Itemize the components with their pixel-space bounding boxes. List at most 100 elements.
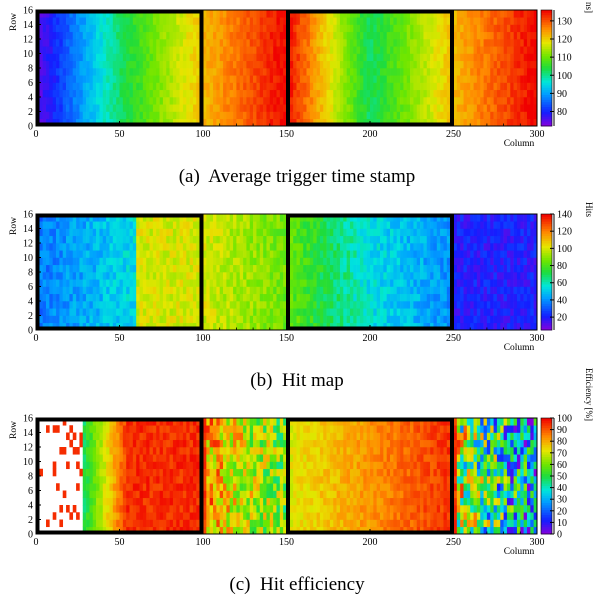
- heatmap-cell: [327, 75, 331, 83]
- heatmap-cell: [256, 68, 260, 76]
- heatmap-cell: [494, 75, 498, 83]
- heatmap-cell: [323, 17, 327, 25]
- heatmap-cell: [180, 17, 184, 25]
- heatmap-cell: [73, 301, 77, 309]
- heatmap-cell: [123, 287, 127, 295]
- heatmap-cell: [327, 294, 331, 302]
- heatmap-cell: [226, 301, 230, 309]
- heatmap-cell: [383, 83, 387, 91]
- heatmap-cell: [253, 112, 257, 120]
- heatmap-cell: [109, 97, 113, 105]
- heatmap-cell: [320, 25, 324, 33]
- heatmap-cell: [216, 214, 220, 222]
- heatmap-cell: [317, 97, 321, 105]
- heatmap-cell: [220, 83, 224, 91]
- heatmap-cell: [430, 17, 434, 25]
- heatmap-cell: [317, 250, 321, 258]
- heatmap-cell: [383, 54, 387, 62]
- heatmap-cell: [123, 265, 127, 273]
- heatmap-cell: [300, 32, 304, 40]
- heatmap-cell: [263, 46, 267, 54]
- heatmap-cell: [353, 83, 357, 91]
- heatmap-cell: [123, 97, 127, 105]
- heatmap-cell: [196, 112, 200, 120]
- heatmap-cell: [190, 272, 194, 280]
- heatmap-cell: [173, 83, 177, 91]
- heatmap-cell: [103, 229, 107, 237]
- heatmap-cell: [397, 75, 401, 83]
- heatmap-cell: [410, 236, 414, 244]
- heatmap-cell: [216, 229, 220, 237]
- heatmap-cell: [43, 250, 47, 258]
- heatmap-cell: [89, 301, 93, 309]
- heatmap-cell: [420, 272, 424, 280]
- heatmap-cell: [510, 294, 514, 302]
- heatmap-cell: [196, 104, 200, 112]
- colorbar-swatch: [541, 87, 552, 90]
- heatmap-cell: [186, 25, 190, 33]
- heatmap-cell: [323, 61, 327, 69]
- heatmap-cell: [63, 279, 67, 287]
- heatmap-cell: [477, 272, 481, 280]
- heatmap-cell: [507, 10, 511, 18]
- heatmap-cell: [353, 32, 357, 40]
- heatmap-cell: [440, 39, 444, 47]
- heatmap-cell: [213, 10, 217, 18]
- heatmap-cell: [403, 46, 407, 54]
- heatmap-cell: [43, 272, 47, 280]
- heatmap-cell: [310, 25, 314, 33]
- heatmap-cell: [520, 243, 524, 251]
- heatmap-cell: [103, 272, 107, 280]
- heatmap-cell: [474, 265, 478, 273]
- heatmap-cell: [437, 90, 441, 98]
- heatmap-cell: [126, 272, 130, 280]
- heatmap-cell: [150, 68, 154, 76]
- heatmap-cell: [320, 39, 324, 47]
- heatmap-cell: [79, 272, 83, 280]
- heatmap-cell: [313, 308, 317, 316]
- heatmap-cell: [400, 316, 404, 324]
- heatmap-cell: [263, 279, 267, 287]
- heatmap-cell: [504, 97, 508, 105]
- heatmap-cell: [440, 75, 444, 83]
- heatmap-cell: [233, 54, 237, 62]
- heatmap-cell: [253, 83, 257, 91]
- heatmap-cell: [236, 221, 240, 229]
- y-tick-label: 14: [23, 20, 33, 31]
- heatmap-cell: [270, 90, 274, 98]
- heatmap-cell: [380, 104, 384, 112]
- heatmap-cell: [156, 112, 160, 120]
- heatmap-cell: [330, 61, 334, 69]
- heatmap-cell: [517, 221, 521, 229]
- heatmap-cell: [500, 54, 504, 62]
- heatmap-cell: [63, 287, 67, 295]
- heatmap-cell: [443, 83, 447, 91]
- heatmap-cell: [260, 316, 264, 324]
- heatmap-cell: [69, 221, 73, 229]
- heatmap-cell: [480, 97, 484, 105]
- heatmap-cell: [190, 90, 194, 98]
- heatmap-cell: [220, 323, 224, 331]
- heatmap-cell: [500, 265, 504, 273]
- heatmap-cell: [130, 250, 134, 258]
- heatmap-cell: [300, 104, 304, 112]
- heatmap-cell: [497, 250, 501, 258]
- heatmap-cell: [464, 308, 468, 316]
- heatmap-cell: [407, 250, 411, 258]
- heatmap-cell: [423, 61, 427, 69]
- x-tick-label: 50: [115, 129, 125, 140]
- heatmap-cell: [156, 75, 160, 83]
- heatmap-cell: [260, 68, 264, 76]
- heatmap-cell: [46, 90, 50, 98]
- heatmap-cell: [49, 294, 53, 302]
- heatmap-cell: [500, 236, 504, 244]
- heatmap-cell: [340, 265, 344, 273]
- heatmap-cell: [383, 25, 387, 33]
- heatmap-cell: [507, 104, 511, 112]
- heatmap-cell: [236, 25, 240, 33]
- heatmap-cell: [500, 112, 504, 120]
- heatmap-cell: [484, 308, 488, 316]
- heatmap-cell: [460, 17, 464, 25]
- heatmap-cell: [163, 97, 167, 105]
- heatmap-cell: [270, 294, 274, 302]
